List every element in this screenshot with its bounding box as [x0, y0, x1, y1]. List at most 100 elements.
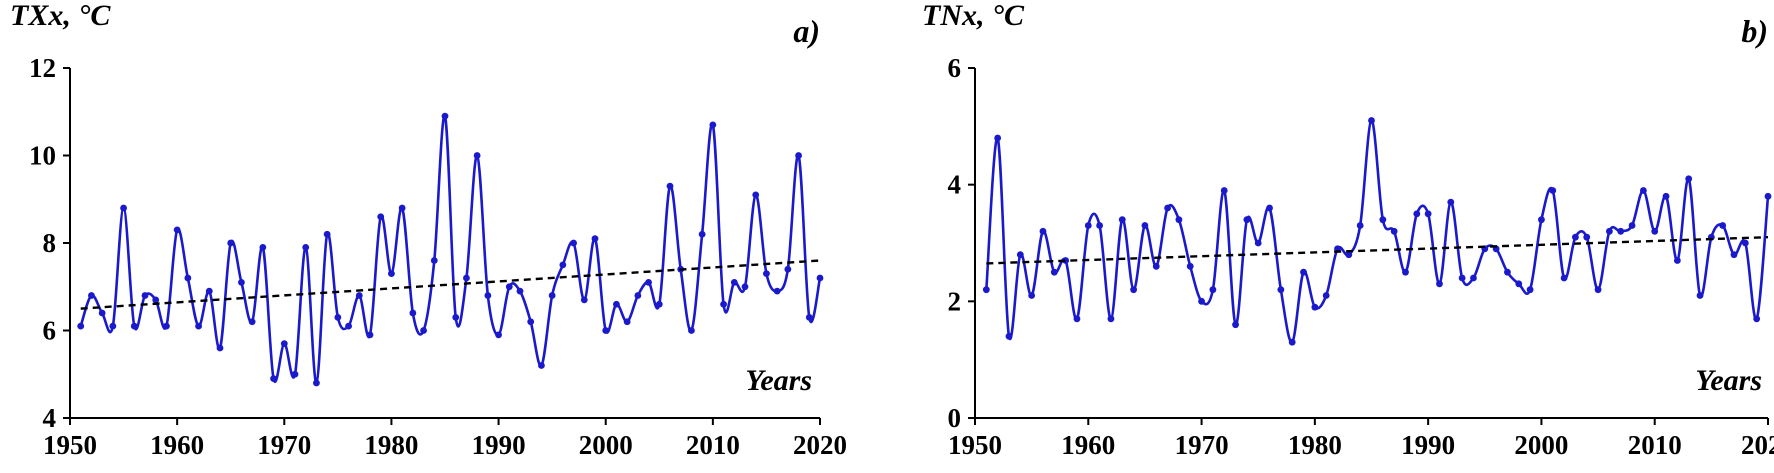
data-point — [184, 274, 192, 282]
x-tick-label: 1970 — [1175, 430, 1229, 460]
data-point — [1719, 222, 1727, 229]
x-tick-label: 1990 — [472, 430, 526, 460]
data-point — [623, 318, 631, 326]
data-point — [773, 287, 781, 295]
data-point — [334, 313, 342, 321]
data-point — [730, 278, 738, 286]
data-point — [355, 292, 363, 299]
chart-panel-b: TNx, °C b) Years 0 2 4 6 1950 1960 1970 1980 199… — [922, 0, 1774, 460]
data-point — [141, 292, 149, 299]
data-point — [280, 340, 288, 348]
x-tick-label: 1990 — [1401, 430, 1455, 460]
data-point — [77, 322, 85, 330]
y-tick-label: 4 — [948, 170, 962, 200]
y-tick-label: 4 — [43, 403, 57, 433]
data-point — [473, 152, 481, 159]
data-point — [591, 235, 599, 243]
data-point — [441, 112, 449, 120]
data-point — [1413, 210, 1421, 218]
data-point — [452, 313, 460, 321]
data-point — [1096, 222, 1104, 229]
y-tick-label: 8 — [43, 228, 57, 258]
data-point — [645, 278, 652, 286]
data-point — [152, 296, 160, 304]
data-point — [259, 243, 267, 251]
data-point — [1084, 222, 1092, 229]
data-point — [666, 182, 674, 190]
data-point — [388, 270, 395, 278]
data-point — [1447, 198, 1455, 206]
data-point — [1130, 286, 1137, 294]
data-point — [1617, 227, 1625, 235]
data-point — [1175, 216, 1183, 224]
x-tick-label: 2010 — [1628, 430, 1682, 460]
chart-title: TNx, °C — [922, 0, 1025, 32]
data-point — [302, 243, 310, 251]
x-tick-label: 1950 — [43, 430, 97, 460]
data-point — [238, 278, 245, 286]
data-point — [602, 327, 610, 334]
data-point — [1277, 286, 1285, 294]
data-point — [516, 287, 524, 295]
data-point — [688, 327, 695, 334]
data-point — [805, 313, 813, 321]
x-tick-label: 1950 — [948, 430, 1002, 460]
x-tick-label: 2000 — [579, 430, 633, 460]
data-point — [88, 292, 95, 299]
data-point — [1436, 280, 1443, 288]
y-tick-label: 6 — [948, 53, 962, 83]
data-point — [1311, 303, 1319, 311]
data-point — [1016, 251, 1024, 259]
data-point — [1186, 262, 1194, 270]
panel-label: a) — [793, 13, 820, 49]
x-tick-label: 1980 — [1288, 430, 1342, 460]
data-point — [505, 283, 513, 291]
data-point — [634, 292, 642, 299]
data-point — [205, 287, 213, 295]
trend-line — [80, 259, 821, 310]
data-point — [1028, 292, 1036, 299]
data-point — [1538, 216, 1545, 224]
x-tick-label: 2000 — [1514, 430, 1568, 460]
data-point — [1073, 315, 1081, 323]
data-point — [366, 331, 374, 339]
data-point — [1062, 257, 1070, 264]
data-point — [1322, 292, 1330, 299]
data-point — [1288, 338, 1296, 346]
y-tick-label: 10 — [29, 141, 56, 171]
data-point — [1345, 251, 1353, 259]
data-point — [1651, 227, 1659, 235]
data-point — [1050, 268, 1058, 276]
data-point — [613, 300, 620, 308]
data-point — [291, 370, 299, 378]
data-point — [1628, 222, 1636, 229]
data-point — [720, 300, 727, 308]
data-point — [98, 309, 106, 317]
data-point — [548, 292, 556, 299]
x-tick-label: 2020 — [1741, 430, 1774, 460]
data-point — [345, 322, 352, 330]
data-point — [1424, 210, 1432, 218]
data-point — [1232, 321, 1239, 329]
data-point — [1753, 315, 1761, 323]
data-point — [1730, 251, 1738, 259]
data-point — [1356, 222, 1364, 229]
x-tick-label: 2020 — [793, 430, 847, 460]
data-point — [216, 344, 224, 352]
data-point — [1152, 262, 1160, 270]
data-point — [109, 322, 117, 330]
data-point — [1368, 117, 1375, 124]
y-tick-label: 0 — [948, 403, 962, 433]
data-point — [1572, 233, 1579, 241]
data-point — [484, 292, 492, 299]
data-point — [1741, 239, 1749, 247]
data-point — [1164, 204, 1171, 212]
x-tick-label: 1960 — [1061, 430, 1115, 460]
data-point — [377, 213, 385, 221]
data-point — [1402, 268, 1409, 276]
series-line — [79, 114, 822, 385]
data-point — [1266, 204, 1273, 212]
y-tick-label: 12 — [29, 53, 56, 83]
data-point — [195, 322, 202, 330]
data-point — [1470, 274, 1477, 282]
